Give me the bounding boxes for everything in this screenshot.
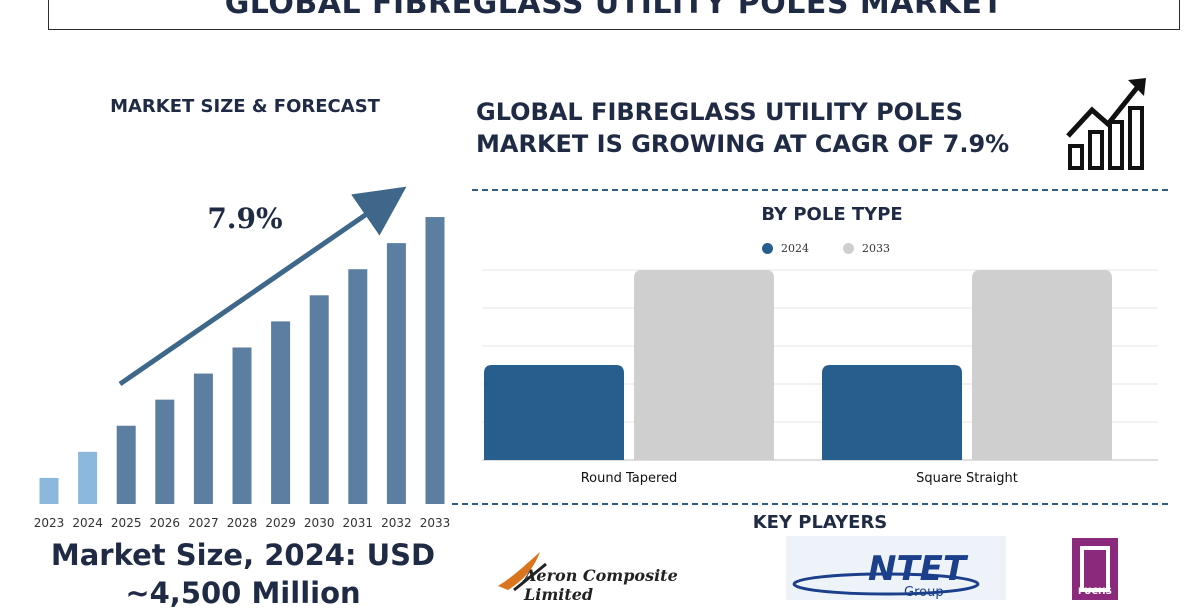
- market-size-text: Market Size, 2024: USD ~4,500 Million: [50, 538, 436, 610]
- fuchs-logo: FUCHS: [1072, 538, 1142, 600]
- cagr-annotation: 7.9%: [207, 202, 282, 235]
- category-label: Round Tapered: [581, 471, 678, 486]
- forecast-bar: [155, 399, 175, 504]
- aeron-swoosh-icon: [498, 552, 547, 592]
- legend-item-2024: 2024: [762, 242, 809, 255]
- growth-chart-icon: [1066, 78, 1146, 170]
- x-tick-label: 2033: [420, 516, 451, 530]
- forecast-bar: [193, 373, 213, 504]
- forecast-bar: [78, 451, 98, 504]
- forecast-bar: [348, 269, 368, 504]
- x-tick-label: 2027: [188, 516, 219, 530]
- pole-bar-2024: [484, 365, 624, 460]
- pole-bar-2033: [634, 270, 774, 460]
- x-tick-label: 2023: [34, 516, 65, 530]
- forecast-bar: [386, 243, 406, 504]
- x-tick-label: 2024: [72, 516, 103, 530]
- pole-type-chart: Round Tapered Square Straight: [482, 269, 1158, 486]
- legend-swatch-icon: [843, 243, 854, 254]
- aeron-logo-text: Aeron Composite Limited: [524, 566, 678, 604]
- x-tick-label: 2032: [381, 516, 412, 530]
- fuchs-logo-graphic: FUCHS: [1072, 538, 1118, 600]
- key-players-title: KEY PLAYERS: [752, 512, 888, 533]
- forecast-bar: [39, 477, 59, 504]
- forecast-chart: 2023 2024 2025 2026 2027 2028 2029 2030 2031 2032…: [34, 186, 451, 530]
- ntet-logo-text: NTET: [868, 549, 969, 589]
- aeron-logo: Aeron Composite Limited: [494, 546, 730, 604]
- category-label: Square Straight: [916, 471, 1018, 486]
- ntet-logo-graphic: NTET Group: [792, 549, 980, 600]
- fuchs-logo-text: FUCHS: [1078, 587, 1112, 597]
- forecast-bar: [309, 295, 329, 504]
- x-tick-label: 2028: [227, 516, 258, 530]
- x-tick-label: 2025: [111, 516, 142, 530]
- legend-label: 2033: [862, 242, 890, 255]
- chart-legend: 2024 2033: [762, 242, 890, 255]
- legend-label: 2024: [781, 242, 809, 255]
- trend-arrow-icon: [118, 186, 407, 387]
- x-tick-label: 2031: [343, 516, 374, 530]
- ntet-logo-sub: Group: [904, 585, 944, 600]
- forecast-bar: [425, 217, 445, 505]
- x-tick-label: 2030: [304, 516, 335, 530]
- pole-bar-2033: [972, 270, 1112, 460]
- section-divider: [472, 189, 1168, 191]
- forecast-bar: [271, 321, 291, 504]
- pole-type-title: BY POLE TYPE: [761, 204, 903, 225]
- ntet-logo: NTET Group: [786, 536, 1006, 600]
- section-divider: [452, 503, 1168, 505]
- forecast-bar: [116, 425, 136, 504]
- page-title: GLOBAL FIBREGLASS UTILITY POLES MARKET: [224, 0, 1004, 21]
- forecast-subtitle: MARKET SIZE & FORECAST: [110, 96, 380, 117]
- pole-bar-2024: [822, 365, 962, 460]
- legend-swatch-icon: [762, 243, 773, 254]
- x-tick-label: 2026: [150, 516, 181, 530]
- title-box: GLOBAL FIBREGLASS UTILITY POLES MARKET: [48, 0, 1180, 30]
- legend-item-2033: 2033: [843, 242, 890, 255]
- x-tick-label: 2029: [265, 516, 296, 530]
- forecast-bar: [232, 347, 252, 504]
- growth-headline: GLOBAL FIBREGLASS UTILITY POLES MARKET I…: [476, 98, 1010, 158]
